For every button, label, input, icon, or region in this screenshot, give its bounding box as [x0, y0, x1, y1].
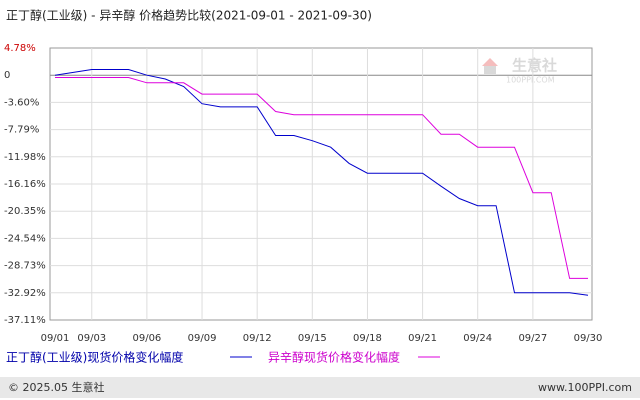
y-tick-label: -37.11%: [4, 315, 46, 326]
watermark-url: 100PPI.COM: [506, 76, 555, 85]
legend-label: 正丁醇(工业级)现货价格变化幅度: [6, 350, 183, 365]
y-tick-label: -32.92%: [4, 288, 46, 299]
x-tick-label: 09/09: [188, 333, 217, 344]
legend-label: 异辛醇现货价格变化幅度: [268, 350, 400, 365]
chart-title: 正丁醇(工业级) - 异辛醇 价格趋势比较(2021-09-01 - 2021-…: [6, 8, 372, 23]
series-line: [55, 77, 588, 279]
x-tick-label: 09/06: [132, 333, 161, 344]
footer-copyright: © 2025.05 生意社: [8, 380, 104, 394]
y-tick-label: -16.16%: [4, 179, 46, 190]
x-tick-label: 09/21: [408, 333, 437, 344]
y-tick-label: 4.78%: [4, 43, 36, 54]
y-tick-label: -11.98%: [4, 152, 46, 163]
x-tick-label: 09/03: [77, 333, 106, 344]
watermark-icon: [484, 66, 496, 74]
x-tick-label: 09/24: [463, 333, 492, 344]
x-tick-label: 09/01: [41, 333, 70, 344]
x-tick-label: 09/12: [243, 333, 272, 344]
y-tick-label: -20.35%: [4, 206, 46, 217]
series-line: [54, 69, 589, 296]
footer-bar: [0, 377, 640, 398]
x-tick-label: 09/27: [518, 333, 547, 344]
y-tick-label: -3.60%: [4, 97, 39, 108]
watermark: 生意社 100PPI.COM: [482, 57, 557, 85]
watermark-text: 生意社: [512, 57, 557, 75]
grid: [50, 48, 592, 320]
y-tick-label: -28.73%: [4, 261, 46, 272]
y-tick-label: -24.54%: [4, 233, 46, 244]
watermark-icon: [482, 58, 498, 66]
x-tick-label: 09/15: [298, 333, 327, 344]
x-tick-label: 09/30: [574, 333, 603, 344]
footer-url: www.100PPI.com: [538, 381, 632, 394]
x-tick-label: 09/18: [353, 333, 382, 344]
series: [54, 69, 589, 296]
y-tick-label: 0: [4, 70, 10, 81]
y-tick-label: -7.79%: [4, 125, 39, 136]
